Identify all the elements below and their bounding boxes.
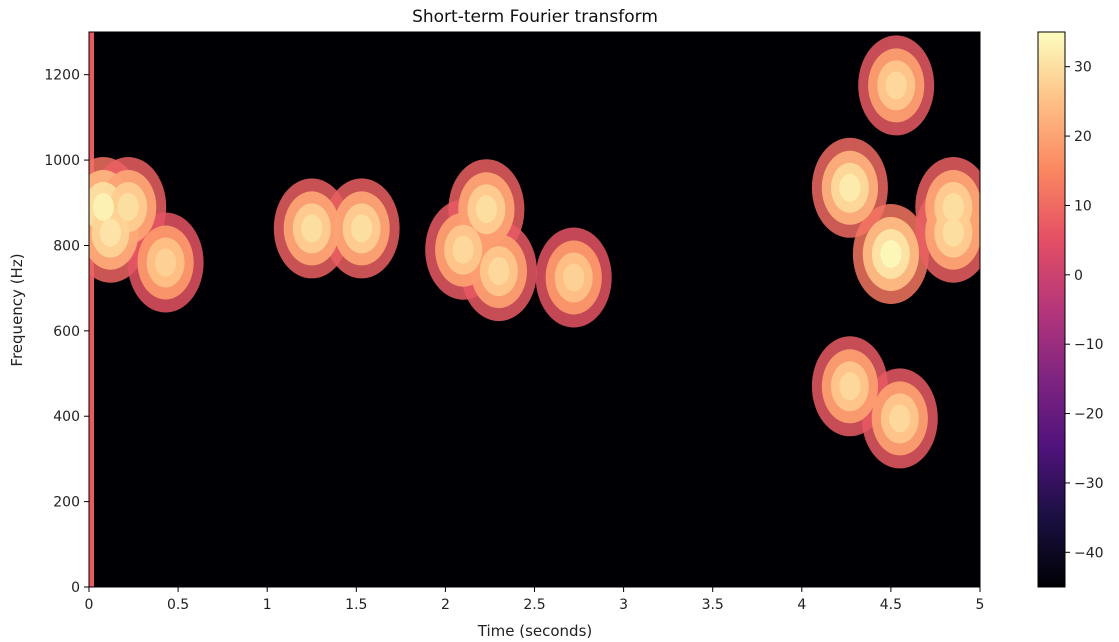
x-tick-label: 0.5 [167,597,189,613]
x-tick-label: 4 [797,597,806,613]
colorbar-tick-label: 0 [1074,268,1083,284]
colorbar-tick-label: −40 [1074,545,1104,561]
heatmap-background [89,32,980,587]
spectral-peak-10-layer-3 [839,173,861,202]
colorbar-tick-label: −10 [1074,337,1104,353]
x-tick-label: 3 [619,597,628,613]
x-tick-label: 1 [263,597,272,613]
colorbar: −40 −30 −20 −10 0 10 20 30 [1037,31,1104,588]
spectral-peak-15-layer-3 [942,193,964,221]
y-tick-label: 200 [53,495,80,511]
colorbar-tick-label: 10 [1074,198,1092,214]
x-axis-label: Time (seconds) [477,622,593,640]
x-tick-label: 2 [441,597,450,613]
chart-title: Short-term Fourier transform [412,7,658,27]
y-tick-label: 1000 [44,153,80,169]
spectral-peak-2-layer-3 [99,218,121,247]
y-tick-label: 0 [71,580,80,596]
spectral-peak-14-layer-3 [889,404,911,433]
y-tick-label: 800 [53,238,80,254]
spectral-peak-7-layer-3 [452,235,474,264]
y-tick-label: 400 [53,409,80,425]
colorbar-ticks: −40 −30 −20 −10 0 10 20 30 [1065,60,1104,561]
plot-area: 0 0.5 1 1.5 2 2.5 3 3.5 4 4.5 5 0 200 400 600 800 1000 1… [44,31,985,613]
colorbar-frame [1037,31,1066,588]
colorbar-tick-label: −20 [1074,407,1104,423]
colorbar-tick-label: 30 [1074,60,1092,76]
x-tick-label: 5 [976,597,985,613]
spectral-peak-13-layer-3 [839,372,861,401]
heatmap [89,32,980,587]
colorbar-tick-label: 20 [1074,129,1092,145]
x-tick-label: 1.5 [345,597,367,613]
spectral-peak-12-layer-3 [885,71,907,100]
y-tick-label: 600 [53,324,80,340]
spectral-peak-6-layer-3 [475,195,497,224]
spectral-peak-8-layer-3 [488,257,510,286]
y-tick-label: 1200 [44,68,80,84]
spectral-peak-5-layer-3 [351,214,373,243]
spectral-peak-4-layer-3 [301,214,323,243]
spectral-peak-16-layer-3 [942,218,964,247]
y-axis: 0 200 400 600 800 1000 1200 [44,68,89,596]
spectral-peak-0-layer-3 [92,193,114,221]
x-tick-label: 4.5 [880,597,902,613]
x-tick-label: 3.5 [702,597,724,613]
y-axis-label: Frequency (Hz) [8,253,26,366]
spectral-peak-11-layer-3 [880,240,902,268]
spectral-peak-9-layer-3 [563,263,585,292]
colorbar-gradient [1038,32,1065,587]
x-tick-label: 0 [85,597,94,613]
colorbar-tick-label: −30 [1074,476,1104,492]
spectral-peak-3-layer-3 [155,248,177,277]
spectral-peak-1-layer-3 [117,193,139,221]
heatmap-edge-column [89,32,94,587]
x-axis: 0 0.5 1 1.5 2 2.5 3 3.5 4 4.5 5 [85,587,985,613]
x-tick-label: 2.5 [523,597,545,613]
